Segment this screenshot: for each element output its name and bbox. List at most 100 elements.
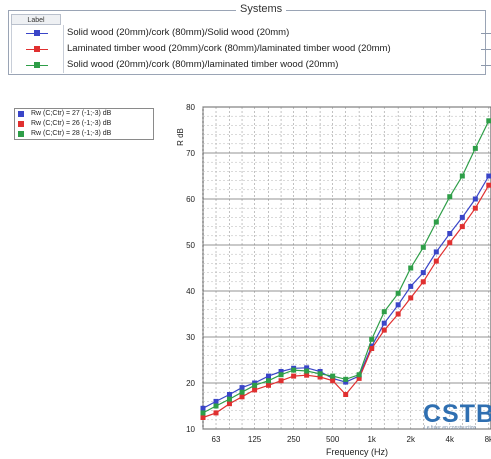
data-point-marker <box>420 270 426 276</box>
data-point-marker <box>472 145 478 151</box>
data-point-marker <box>381 327 387 333</box>
system-row[interactable]: Solid wood (20mm)/cork (80mm)/laminated … <box>11 57 491 73</box>
x-tick-label: 500 <box>326 435 340 444</box>
data-point-marker <box>343 376 349 382</box>
data-point-marker <box>486 182 491 188</box>
system-label: Solid wood (20mm)/cork (80mm)/Solid wood… <box>67 27 290 38</box>
square-marker-icon <box>34 30 40 36</box>
data-point-marker <box>459 224 465 230</box>
x-tick-label: 63 <box>212 435 221 444</box>
y-tick-label: 60 <box>186 195 195 204</box>
chart-legend: Rw (C;Ctr) = 27 (-1;-3) dB Rw (C;Ctr) = … <box>14 108 154 140</box>
data-point-marker <box>304 372 310 378</box>
row-end-line <box>481 49 491 50</box>
data-point-marker <box>420 279 426 285</box>
label-column-header: Label <box>11 14 61 25</box>
x-axis-label: Frequency (Hz) <box>326 447 388 457</box>
column-divider <box>63 57 64 73</box>
y-axis-label: R dB <box>176 128 185 146</box>
data-point-marker <box>381 309 387 315</box>
x-tick-label: 8k <box>485 435 491 444</box>
system-row[interactable]: Laminated timber wood (20mm)/cork (80mm)… <box>11 41 491 57</box>
cstb-logo-subtitle: Le futur en construction <box>424 425 477 431</box>
system-label: Laminated timber wood (20mm)/cork (80mm)… <box>67 43 391 54</box>
data-point-marker <box>252 387 258 393</box>
data-point-marker <box>395 311 401 317</box>
system-row[interactable]: Solid wood (20mm)/cork (80mm)/Solid wood… <box>11 25 491 41</box>
data-point-marker <box>239 394 245 400</box>
data-point-marker <box>278 372 284 378</box>
plot-area <box>202 106 491 430</box>
system-marker-cell <box>11 57 61 73</box>
data-point-marker <box>291 373 297 379</box>
legend-item: Rw (C;Ctr) = 28 (-1;-3) dB <box>15 129 153 139</box>
data-point-marker <box>265 378 271 384</box>
cstb-logo: CSTB <box>423 400 491 428</box>
x-tick-label: 250 <box>287 435 301 444</box>
data-point-marker <box>213 398 219 404</box>
data-point-marker <box>408 283 414 289</box>
legend-label: Rw (C;Ctr) = 26 (-1;-3) dB <box>31 120 112 127</box>
data-point-marker <box>200 410 206 416</box>
data-point-marker <box>291 367 297 373</box>
data-point-marker <box>459 214 465 220</box>
data-point-marker <box>226 392 232 397</box>
system-marker-cell <box>11 25 61 41</box>
legend-item: Rw (C;Ctr) = 27 (-1;-3) dB <box>15 109 153 119</box>
data-point-marker <box>395 290 401 296</box>
y-tick-label: 20 <box>186 379 195 388</box>
data-point-marker <box>213 410 219 416</box>
data-point-marker <box>200 415 206 420</box>
legend-label: Rw (C;Ctr) = 28 (-1;-3) dB <box>31 130 112 137</box>
column-divider <box>63 25 64 41</box>
data-point-marker <box>343 379 349 385</box>
data-point-marker <box>317 371 323 377</box>
column-divider <box>63 41 64 57</box>
legend-item: Rw (C;Ctr) = 26 (-1;-3) dB <box>15 119 153 129</box>
data-point-marker <box>200 405 206 411</box>
data-point-marker <box>395 302 401 308</box>
square-marker-icon <box>18 111 24 117</box>
data-point-marker <box>420 244 426 250</box>
y-tick-label: 50 <box>186 241 195 250</box>
data-point-marker <box>369 346 375 351</box>
data-point-marker <box>472 205 478 211</box>
data-point-marker <box>356 375 362 381</box>
data-point-marker <box>433 258 439 264</box>
data-point-marker <box>304 365 310 371</box>
data-point-marker <box>239 389 245 395</box>
data-point-marker <box>459 173 465 179</box>
systems-title: Systems <box>236 3 287 15</box>
data-point-marker <box>330 378 336 384</box>
data-point-marker <box>486 173 491 179</box>
data-point-marker <box>433 219 439 225</box>
data-point-marker <box>472 196 478 202</box>
x-tick-label: 1k <box>367 435 376 444</box>
data-point-marker <box>356 372 362 378</box>
system-marker-cell <box>11 41 61 57</box>
data-point-marker <box>278 378 284 384</box>
data-point-marker <box>343 392 349 397</box>
y-tick-label: 40 <box>186 287 195 296</box>
x-tick-label: 125 <box>248 435 262 444</box>
systems-table: Label Solid wood (20mm)/cork (80mm)/Soli… <box>11 14 491 73</box>
legend-label: Rw (C;Ctr) = 27 (-1;-3) dB <box>31 110 112 117</box>
row-end-line <box>481 65 491 66</box>
data-point-marker <box>369 336 375 342</box>
y-tick-label: 80 <box>186 103 195 112</box>
data-point-marker <box>213 403 219 409</box>
data-point-marker <box>486 118 491 124</box>
data-point-marker <box>252 382 258 388</box>
data-point-marker <box>447 240 453 246</box>
data-point-marker <box>226 396 232 402</box>
square-marker-icon <box>18 121 24 127</box>
data-point-marker <box>447 231 453 236</box>
square-marker-icon <box>34 62 40 68</box>
data-point-marker <box>226 401 232 407</box>
data-point-marker <box>265 373 271 379</box>
data-point-marker <box>330 373 336 379</box>
data-point-marker <box>304 368 310 374</box>
data-point-marker <box>317 374 323 380</box>
row-end-line <box>481 33 491 34</box>
